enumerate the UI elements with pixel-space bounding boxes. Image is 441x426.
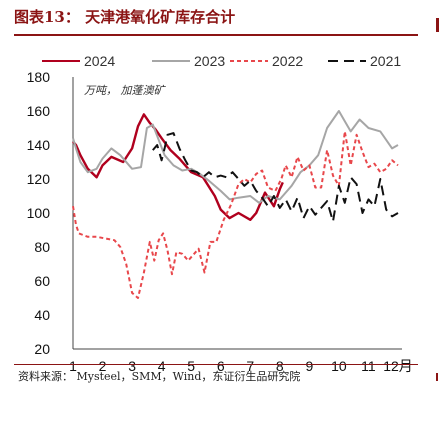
y-tick-label: 20: [34, 341, 50, 357]
x-tick-label: 1: [69, 358, 77, 374]
source-note: 资料来源： Mysteel，SMM，Wind，东证衍生品研究院: [18, 370, 301, 383]
series-line-2022: [72, 130, 399, 299]
y-tick-label: 140: [27, 137, 51, 153]
y-tick-label: 180: [27, 69, 51, 85]
legend-label-2021: 2021: [370, 53, 401, 69]
legend-label-2022: 2022: [272, 53, 303, 69]
y-tick-label: 160: [27, 103, 51, 119]
y-tick-label: 60: [34, 273, 50, 289]
y-tick-label: 80: [34, 239, 50, 255]
x-tick-label: 5: [187, 358, 195, 374]
series-line-2021: [152, 132, 399, 223]
x-tick-label: 12月: [383, 358, 413, 374]
x-tick-label: 7: [246, 358, 254, 374]
y-tick-label: 40: [34, 307, 50, 323]
edge-marker-top: [436, 18, 439, 32]
y-tick-label: 100: [27, 205, 51, 221]
series-line-2023: [72, 110, 399, 204]
y-tick-label: 120: [27, 171, 51, 187]
legend-label-2023: 2023: [194, 53, 225, 69]
legend-label-2024: 2024: [84, 53, 115, 69]
source-rule: [14, 364, 418, 365]
figure-title: 图表13： 天津港氧化矿库存合计: [14, 8, 236, 26]
x-tick-label: 8: [276, 358, 284, 374]
x-tick-label: 11: [361, 358, 376, 374]
title-rule: [14, 34, 418, 36]
x-tick-label: 6: [217, 358, 225, 374]
x-tick-label: 10: [331, 358, 347, 374]
unit-annotation: 万吨， 加蓬澳矿: [84, 84, 166, 97]
x-tick-label: 2: [99, 358, 107, 374]
x-tick-label: 3: [128, 358, 136, 374]
edge-marker-bottom: [436, 373, 438, 381]
x-tick-label: 4: [158, 358, 166, 374]
x-tick-label: 9: [305, 358, 313, 374]
